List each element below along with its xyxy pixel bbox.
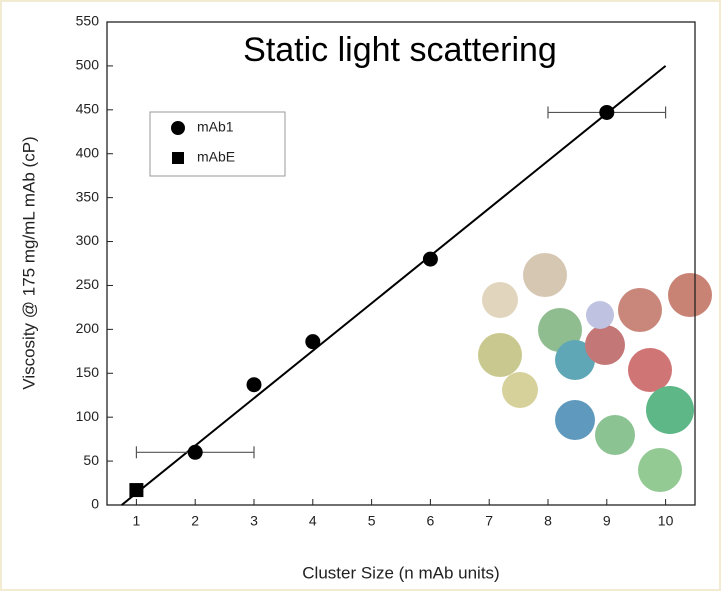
point	[599, 104, 615, 120]
x-tick-label: 7	[485, 513, 493, 529]
y-tick-label: 350	[76, 188, 100, 204]
x-tick-label: 2	[191, 513, 199, 529]
y-tick-label: 150	[76, 364, 100, 380]
legend-label: mAbE	[197, 149, 235, 165]
legend-marker	[171, 121, 185, 135]
y-tick-label: 400	[76, 144, 100, 160]
y-tick-label: 450	[76, 101, 100, 117]
plot-frame	[106, 21, 696, 506]
point	[187, 444, 203, 460]
legend-box	[149, 111, 286, 177]
chart-title: Static light scattering	[243, 31, 557, 69]
x-tick-label: 3	[250, 513, 258, 529]
y-tick-label: 0	[91, 496, 99, 512]
y-tick-label: 300	[76, 232, 100, 248]
x-tick-label: 5	[368, 513, 376, 529]
x-tick-label: 9	[603, 513, 611, 529]
y-tick-label: 50	[83, 452, 99, 468]
y-tick-label: 550	[76, 13, 100, 29]
x-tick-label: 1	[133, 513, 141, 529]
legend-marker	[172, 152, 184, 164]
x-tick-label: 4	[309, 513, 317, 529]
legend-label: mAb1	[197, 119, 234, 135]
x-axis-label: Cluster Size (n mAb units)	[302, 563, 499, 582]
protein-inset	[478, 253, 712, 492]
y-tick-label: 200	[76, 320, 100, 336]
point	[246, 377, 262, 393]
y-axis-label: Viscosity @ 175 mg/mL mAb (cP)	[19, 136, 38, 389]
y-tick-label: 250	[76, 276, 100, 292]
x-tick-label: 6	[427, 513, 435, 529]
x-tick-label: 8	[544, 513, 552, 529]
point	[129, 483, 144, 498]
y-tick-label: 500	[76, 57, 100, 73]
fit-line	[121, 65, 667, 506]
point	[305, 334, 321, 350]
point	[422, 251, 438, 267]
y-tick-label: 100	[76, 408, 100, 424]
x-tick-label: 10	[658, 513, 674, 529]
